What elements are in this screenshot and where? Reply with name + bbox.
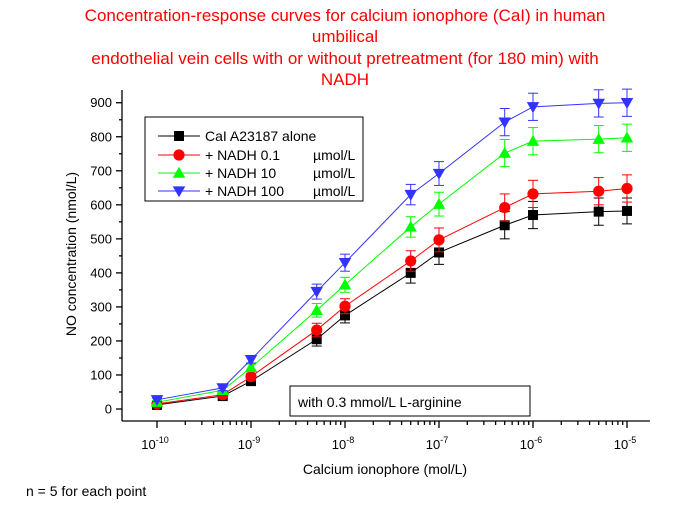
legend-label: + NADH 10 (205, 165, 276, 181)
data-point (526, 102, 540, 114)
y-tick-label: 900 (90, 95, 112, 110)
data-point (432, 168, 446, 180)
series (150, 88, 634, 407)
data-point (432, 197, 446, 209)
y-tick-label: 700 (90, 163, 112, 178)
legend: CaI A23187 alone+ NADH 0.1 µmol/L+ NADH 1… (144, 116, 364, 202)
legend-entry: + NADH 10 µmol/L (158, 165, 356, 181)
data-point (434, 247, 444, 258)
data-series (150, 88, 634, 410)
data-point (216, 383, 229, 395)
x-tick-label: 10-6 (520, 435, 542, 452)
footnote: n = 5 for each point (26, 483, 146, 499)
legend-unit: µmol/L (313, 147, 356, 163)
legend-unit: µmol/L (313, 165, 356, 181)
data-point (405, 255, 417, 267)
legend-unit: µmol/L (313, 183, 356, 199)
title-line: umbilical (312, 27, 378, 46)
data-point (150, 395, 164, 407)
data-point (311, 334, 322, 345)
y-tick-label: 200 (90, 333, 112, 348)
legend-label: + NADH 100 (205, 183, 284, 199)
data-point (526, 134, 540, 146)
data-point (338, 257, 352, 269)
series (151, 174, 633, 410)
series-line (156, 187, 628, 405)
data-point (592, 98, 605, 110)
data-point (593, 185, 605, 197)
data-point (620, 131, 634, 143)
y-tick-label: 500 (90, 231, 112, 246)
y-tick-label: 0 (105, 402, 112, 417)
data-point (498, 146, 511, 158)
y-axis-ticks: 0 100 200 300 400 500 600 700 800 900 (90, 95, 122, 417)
data-point (433, 234, 445, 246)
data-point (498, 117, 511, 129)
legend-entry: + NADH 0.1 µmol/L (158, 147, 356, 163)
data-point (340, 310, 350, 321)
data-point (593, 206, 604, 217)
y-tick-label: 600 (90, 197, 112, 212)
data-point (404, 220, 417, 232)
y-tick-label: 300 (90, 299, 112, 314)
y-tick-label: 400 (90, 265, 112, 280)
series-line (156, 210, 628, 406)
data-point (405, 267, 416, 278)
y-axis-label: NO concentration (nmol/L) (63, 172, 79, 336)
data-point (499, 220, 510, 231)
x-tick-label: 10-10 (141, 435, 168, 452)
x-tick-label: 10-9 (238, 435, 260, 452)
data-point (527, 188, 539, 200)
title-line: Concentration-response curves for calciu… (85, 6, 606, 25)
data-point (528, 210, 538, 221)
legend-marker (174, 131, 184, 141)
x-axis-label: Calcium ionophore (mol/L) (303, 461, 467, 477)
x-tick-label: 10-8 (332, 435, 354, 452)
title-line: NADH (321, 70, 369, 89)
data-point (245, 371, 257, 383)
y-tick-label: 100 (90, 367, 112, 382)
legend-label: + NADH 0.1 (205, 147, 280, 163)
title-line: endothelial vein cells with or without p… (91, 49, 598, 68)
data-point (244, 361, 258, 373)
legend-marker (172, 166, 186, 178)
chart-title: Concentration-response curves for calciu… (85, 6, 606, 89)
data-point (338, 278, 352, 290)
series (150, 123, 634, 407)
data-point (339, 300, 351, 312)
annotation-box: with 0.3 mmol/L L-arginine (289, 385, 531, 417)
legend-label: CaI A23187 alone (205, 128, 317, 144)
data-point (244, 354, 258, 366)
data-point (621, 182, 633, 195)
x-tick-label: 10-7 (426, 435, 448, 452)
legend-marker (173, 149, 185, 161)
legend-entry: + NADH 100 µmol/L (158, 183, 356, 199)
data-point (311, 324, 323, 336)
legend-marker (172, 186, 186, 198)
x-axis-ticks: 10-10 10-9 10-8 10-7 10-6 10-5 (141, 421, 636, 452)
series (152, 197, 632, 410)
data-point (499, 201, 511, 214)
annotation-text: with 0.3 mmol/L L-arginine (297, 394, 462, 410)
data-point (592, 132, 605, 144)
data-point (404, 189, 417, 201)
x-tick-label: 10-5 (614, 435, 636, 452)
legend-entry: CaI A23187 alone (158, 128, 317, 144)
data-point (622, 205, 632, 216)
annotation-border (289, 385, 531, 417)
data-point (310, 286, 323, 298)
data-point (620, 98, 634, 109)
y-tick-label: 800 (90, 129, 112, 144)
data-point (310, 304, 323, 316)
